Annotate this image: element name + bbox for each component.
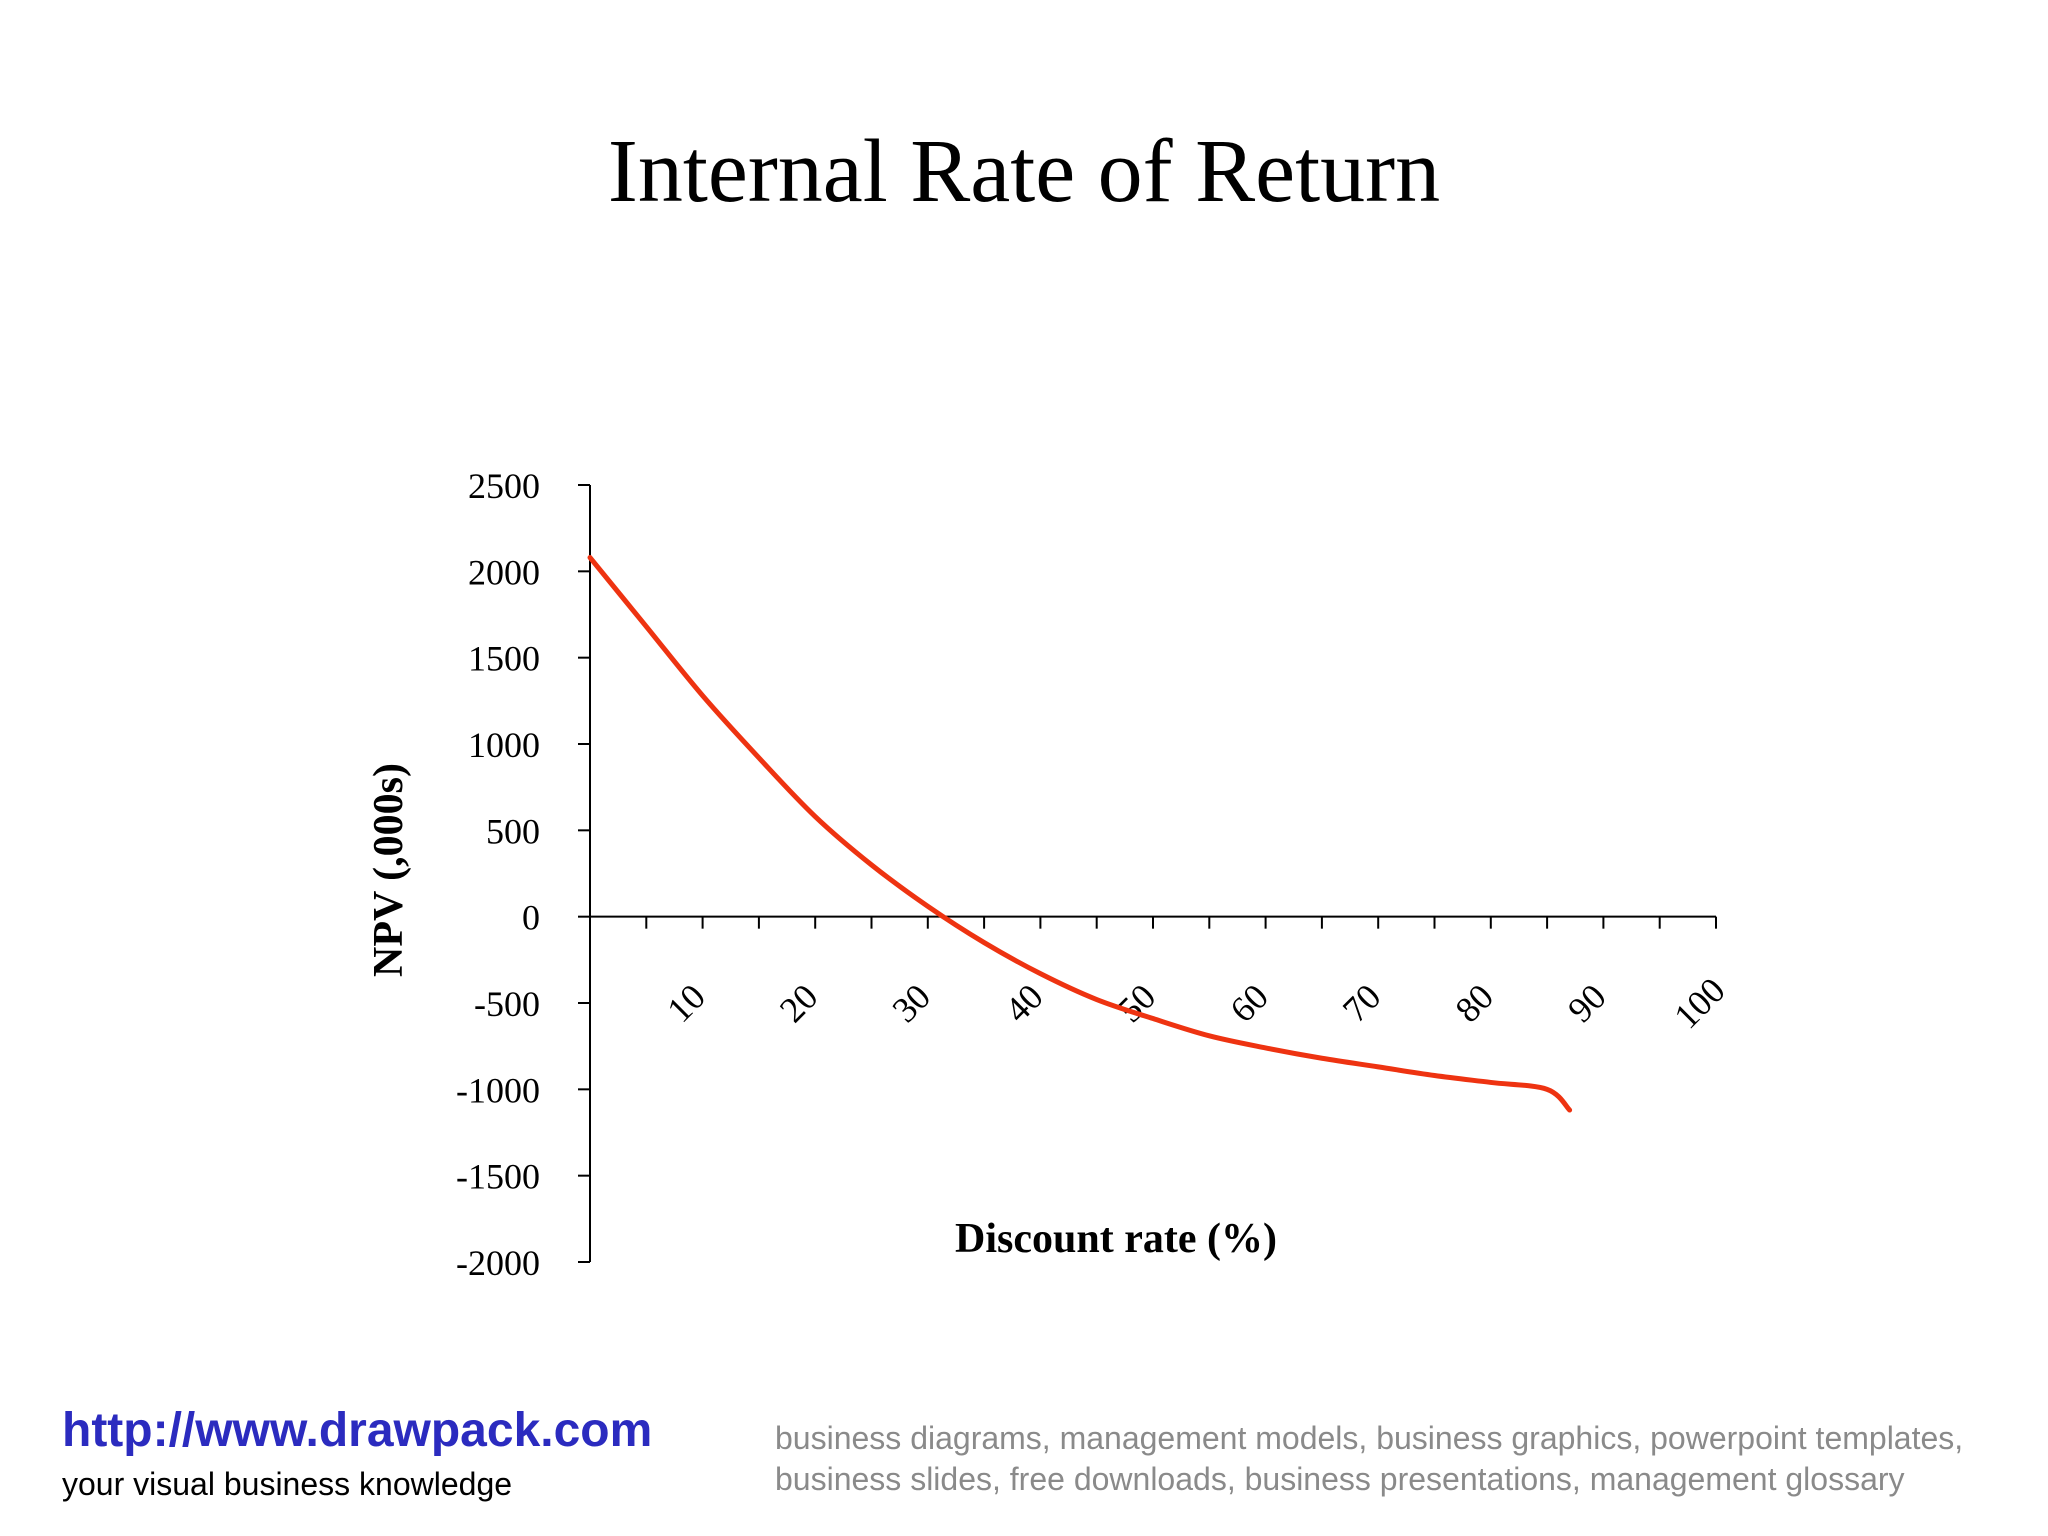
x-tick-label: 90 (1560, 976, 1614, 1030)
footer-keywords: business diagrams, management models, bu… (775, 1420, 1964, 1497)
y-tick-label: -1000 (456, 1070, 540, 1110)
x-axis-label: Discount rate (%) (955, 1216, 1277, 1262)
y-tick-label: -500 (474, 984, 540, 1024)
y-tick-label: 0 (522, 898, 540, 938)
y-tick-label: 1000 (468, 725, 540, 765)
footer-url-link[interactable]: http://www.drawpack.com (62, 1404, 653, 1457)
x-tick-label: 40 (997, 976, 1051, 1030)
x-tick-label: 50 (1110, 976, 1164, 1030)
npv-series-line (587, 555, 1573, 1113)
y-tick-label: 500 (486, 811, 540, 851)
series-layer (587, 555, 1573, 1113)
x-tick-label: 10 (659, 976, 713, 1030)
x-tick-label: 70 (1335, 976, 1389, 1030)
x-axis: 10 20 30 40 50 60 70 80 90 100 (590, 915, 1733, 1036)
y-tick-label: -1500 (456, 1157, 540, 1197)
y-tick-label: 2000 (468, 552, 540, 592)
y-tick-label: 2500 (468, 466, 540, 506)
y-tick-label: 1500 (468, 639, 540, 679)
footer-tagline: your visual business knowledge (62, 1466, 513, 1502)
slide-title: Internal Rate of Return (607, 122, 1441, 221)
x-tick-label: 100 (1666, 970, 1732, 1036)
x-tick-label: 30 (884, 976, 938, 1030)
x-tick-label: 80 (1447, 976, 1501, 1030)
y-axis: 2500 2000 1500 1000 500 0 -500 -1000 -1500 -2000 (456, 466, 591, 1283)
y-tick-label: -2000 (456, 1243, 540, 1283)
x-tick-label: 60 (1222, 976, 1276, 1030)
y-axis-label: NPV (,000s) (366, 763, 412, 977)
x-tick-label: 20 (772, 976, 826, 1030)
